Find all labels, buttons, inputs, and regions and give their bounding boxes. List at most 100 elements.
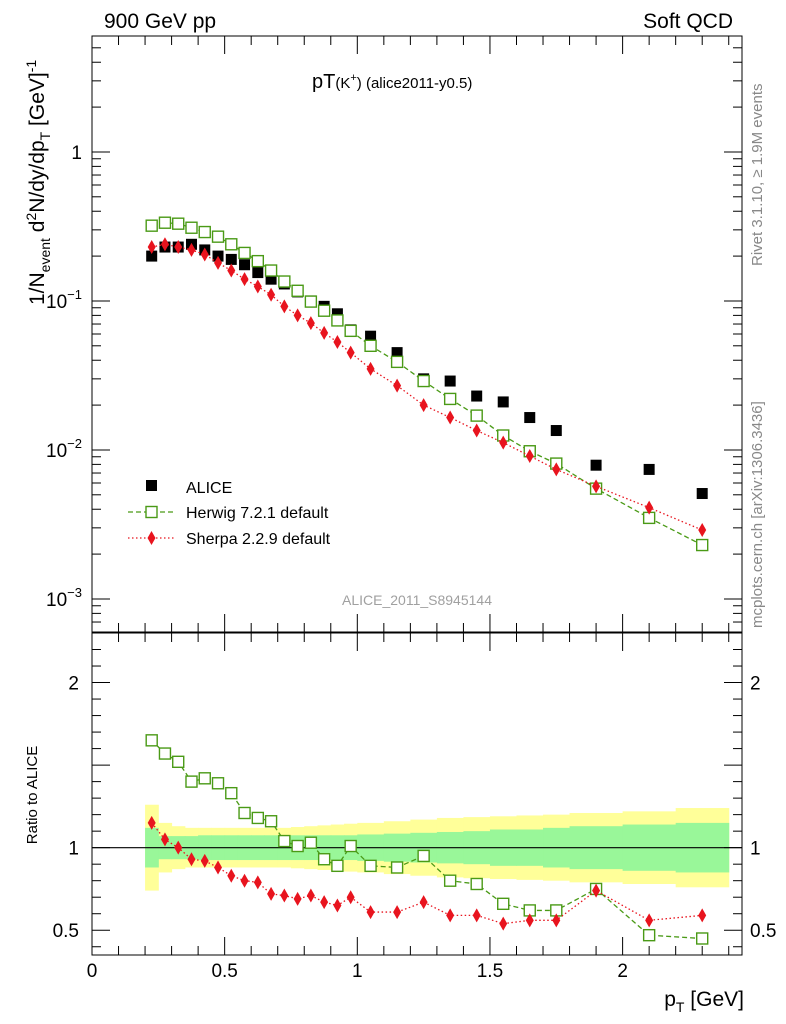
main-point-alice xyxy=(239,259,251,271)
main-point-herwig xyxy=(198,225,211,239)
ratio-point-herwig xyxy=(317,853,331,866)
main-frame xyxy=(91,35,743,633)
main-point-herwig xyxy=(470,409,483,422)
ratio-point-sherpa xyxy=(698,908,707,923)
main-point-alice xyxy=(444,375,456,387)
ratio-y-tick-label-left: 0.5 xyxy=(53,921,79,942)
legend-label-herwig: Herwig 7.2.1 default xyxy=(186,505,329,522)
ratio-point-herwig xyxy=(443,874,457,887)
ratio-y-tick-label-right: 0.5 xyxy=(750,921,776,942)
main-point-herwig xyxy=(264,264,278,277)
ratio-point-sherpa xyxy=(320,895,329,910)
ratio-point-herwig xyxy=(304,836,318,849)
main-point-sherpa xyxy=(346,345,355,360)
ratio-point-sherpa xyxy=(645,913,654,928)
ratio-y-tick-label-right: 2 xyxy=(750,674,761,695)
legend: ALICE Herwig 7.2.1 default Sherpa 2.2.9 … xyxy=(128,480,331,548)
ratio-point-herwig xyxy=(172,755,185,768)
title-tail: (alice2011-y0.5) xyxy=(362,75,473,92)
analysis-watermark: ALICE_2011_S8945144 xyxy=(342,592,492,608)
ylabel-a: 1/N xyxy=(26,272,49,305)
main-point-herwig xyxy=(251,254,265,268)
main-point-sherpa xyxy=(645,500,654,515)
x-tick-label: 0.5 xyxy=(211,961,237,982)
main-point-sherpa xyxy=(227,263,236,278)
ylabel-c-sub: T xyxy=(37,131,53,140)
main-point-herwig xyxy=(390,355,404,369)
ratio-point-sherpa xyxy=(419,895,428,910)
main-point-alice xyxy=(643,463,655,475)
legend-item-sherpa: Sherpa 2.2.9 default xyxy=(128,531,331,548)
main-y-tick-label: 1 xyxy=(71,143,82,164)
main-point-herwig xyxy=(331,314,344,327)
rivet-label: Rivet 3.1.10, ≥ 1.9M events xyxy=(749,84,766,267)
main-point-sherpa xyxy=(280,299,289,314)
main-point-alice xyxy=(471,390,483,402)
ratio-point-sherpa xyxy=(240,873,249,888)
main-point-sherpa xyxy=(446,410,455,425)
main-point-sherpa xyxy=(306,316,315,331)
main-point-sherpa xyxy=(160,237,169,252)
ratio-point-herwig xyxy=(331,859,344,873)
main-point-sherpa xyxy=(366,361,375,376)
ratio-point-herwig xyxy=(198,772,211,785)
ratio-point-herwig xyxy=(238,806,251,820)
main-point-sherpa xyxy=(472,423,481,438)
main-point-herwig xyxy=(145,219,158,232)
ratio-point-herwig xyxy=(158,747,172,760)
xlabel-b: [GeV] xyxy=(684,988,744,1011)
main-point-sherpa xyxy=(592,479,601,494)
main-point-herwig xyxy=(278,275,291,288)
ratio-line-sherpa xyxy=(151,822,703,925)
header-right: Soft QCD xyxy=(643,10,733,33)
ratio-panel: 0.5 0.5 1 1 2 2 0 0.5 1 1.5 2 Ratio to ALICE pT [… xyxy=(24,632,777,1015)
ratio-point-sherpa xyxy=(366,905,375,920)
main-panel: 1 10−1 10−2 10−3 pT(K+) (alice2011-y0.5) 1/… xyxy=(23,35,743,633)
main-point-herwig xyxy=(443,392,457,406)
ratio-point-sherpa xyxy=(333,898,342,913)
main-point-alice xyxy=(146,250,158,262)
main-point-alice xyxy=(265,273,277,285)
ratio-point-sherpa xyxy=(525,913,534,928)
ratio-point-sherpa xyxy=(446,908,455,923)
title-sup: + xyxy=(350,72,356,84)
main-point-herwig xyxy=(696,538,709,552)
ratio-point-sherpa xyxy=(293,891,302,906)
ratio-point-herwig xyxy=(364,859,377,873)
ratio-point-herwig xyxy=(145,734,158,747)
ratio-y-tick-labels: 0.5 0.5 1 1 2 2 xyxy=(53,674,777,943)
main-point-sherpa xyxy=(174,240,183,255)
ratio-point-sherpa xyxy=(592,883,601,898)
main-point-sherpa xyxy=(525,449,534,464)
ratio-y-tick-label-left: 2 xyxy=(68,674,79,695)
legend-marker-herwig xyxy=(145,505,158,519)
main-point-sherpa xyxy=(499,435,508,450)
main-point-sherpa xyxy=(214,255,223,270)
ratio-point-sherpa xyxy=(147,815,156,830)
ratio-axis-ticks xyxy=(91,632,742,955)
x-tick-label: 0 xyxy=(87,961,98,982)
main-point-sherpa xyxy=(240,272,249,287)
ratio-point-herwig xyxy=(344,839,357,853)
x-tick-label: 1 xyxy=(352,961,363,982)
main-point-herwig xyxy=(417,374,430,388)
legend-item-alice: ALICE xyxy=(146,480,232,497)
ratio-point-herwig xyxy=(185,775,198,788)
main-point-herwig xyxy=(238,246,251,260)
main-point-alice xyxy=(550,425,562,437)
legend-marker-sherpa xyxy=(147,531,156,545)
ylabel-a-sub: event xyxy=(37,238,53,272)
title-sub: (K xyxy=(335,75,350,92)
main-point-sherpa xyxy=(147,240,156,255)
title-main: pT xyxy=(312,71,335,93)
ylabel-c: N/dy/dp xyxy=(26,140,49,212)
ratio-point-sherpa xyxy=(472,908,481,923)
ratio-y-tick-label-right: 1 xyxy=(750,839,761,860)
ratio-point-herwig xyxy=(225,786,238,800)
main-point-herwig xyxy=(211,230,225,243)
ylabel-b-sup: 2 xyxy=(23,213,39,221)
ratio-point-sherpa xyxy=(267,886,276,901)
main-line-sherpa xyxy=(151,243,703,531)
main-point-sherpa xyxy=(393,378,402,393)
